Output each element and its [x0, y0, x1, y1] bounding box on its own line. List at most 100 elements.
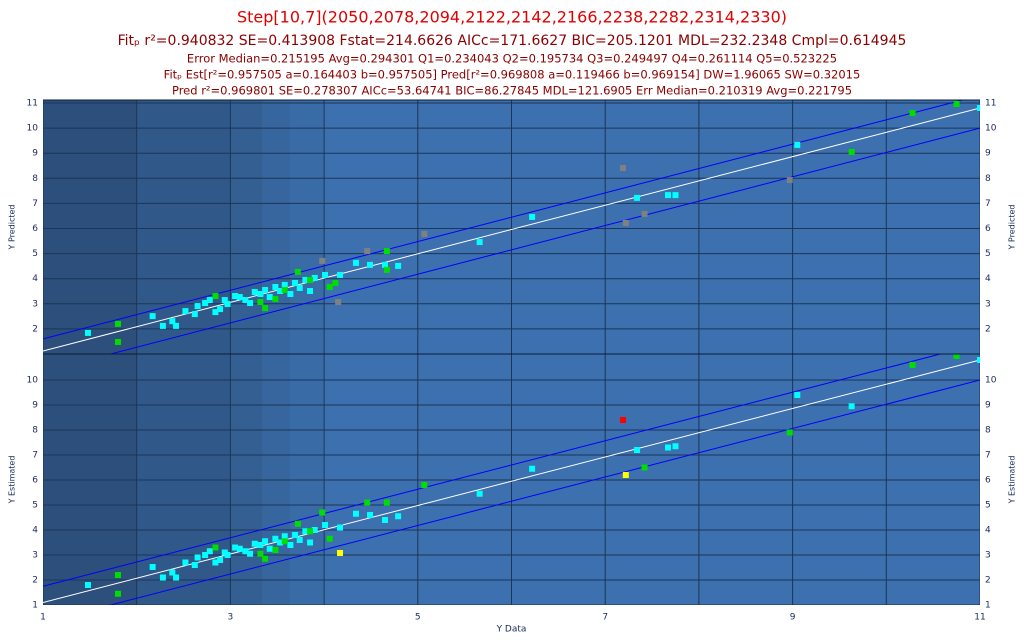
- fit-stats: Fitₚ r²=0.940832 SE=0.413908 Fstat=214.6…: [118, 33, 907, 49]
- point: [302, 528, 309, 535]
- x-tick-label: 1: [40, 613, 46, 623]
- y-tick-label-right: 11: [985, 99, 996, 109]
- point: [257, 542, 264, 548]
- y-tick-label: 5: [32, 501, 38, 511]
- point: [634, 447, 641, 453]
- y-axis-label-right: Y Estimated: [1008, 456, 1017, 505]
- point: [236, 545, 243, 552]
- point: [247, 300, 254, 307]
- point: [194, 303, 201, 310]
- point: [302, 276, 309, 283]
- point: [272, 296, 279, 303]
- y-tick-label-right: 2: [985, 576, 991, 586]
- point: [953, 101, 960, 108]
- point: [194, 554, 201, 561]
- point: [159, 322, 166, 329]
- x-tick-label: 3: [228, 613, 234, 623]
- point: [202, 552, 209, 558]
- point: [182, 559, 189, 566]
- y-tick-label: 10: [27, 124, 39, 134]
- point: [311, 527, 318, 533]
- point: [529, 213, 536, 220]
- point: [212, 544, 219, 551]
- point: [262, 538, 269, 545]
- point: [364, 499, 371, 506]
- point: [367, 512, 374, 518]
- point: [114, 590, 121, 597]
- point: [202, 300, 209, 307]
- y-tick-label-right: 3: [985, 299, 991, 309]
- upper-band-line: [43, 100, 965, 340]
- point: [272, 547, 279, 553]
- panel: [43, 354, 980, 605]
- lower-band-line: [108, 127, 980, 354]
- point: [217, 557, 224, 563]
- point: [294, 268, 301, 275]
- point: [277, 539, 284, 546]
- point: [311, 274, 318, 281]
- y-tick-label-right: 10: [985, 124, 997, 134]
- point: [149, 313, 156, 320]
- y-tick-label-right: 7: [985, 199, 991, 209]
- point: [262, 305, 269, 312]
- y-tick-label-right: 4: [985, 274, 991, 284]
- point: [242, 297, 249, 304]
- y-tick-label: 8: [32, 426, 38, 436]
- y-axis-label: Y Predicted: [8, 205, 17, 251]
- y-axis-label: Y Estimated: [8, 456, 17, 505]
- y-tick-label-right: 6: [985, 224, 991, 234]
- point: [326, 535, 333, 542]
- point: [383, 266, 390, 273]
- point: [786, 177, 793, 184]
- point: [476, 239, 483, 246]
- point: [319, 257, 326, 264]
- y-tick-label: 9: [32, 149, 38, 159]
- y-tick-label: 8: [32, 174, 38, 184]
- y-tick-label-right: 1: [985, 601, 991, 611]
- point: [319, 509, 326, 516]
- point: [281, 286, 288, 293]
- point: [247, 550, 254, 557]
- point: [173, 574, 180, 581]
- point: [287, 542, 294, 548]
- y-tick-label-right: 6: [985, 476, 991, 486]
- y-tick-label: 10: [27, 376, 39, 386]
- point: [352, 259, 359, 266]
- point: [232, 544, 239, 551]
- point: [909, 110, 916, 117]
- point: [206, 297, 213, 304]
- y-tick-label: 3: [32, 551, 38, 561]
- point: [251, 289, 258, 296]
- point: [114, 338, 121, 345]
- point: [383, 499, 390, 506]
- y-tick-label: 4: [32, 274, 38, 284]
- point: [257, 299, 264, 306]
- point: [224, 552, 231, 558]
- y-tick-label-right: 5: [985, 249, 991, 259]
- y-tick-label: 9: [32, 401, 38, 411]
- fit-line: [43, 359, 980, 603]
- point: [672, 192, 679, 199]
- y-tick-label: 1: [32, 601, 38, 611]
- error-stats: Error Median=0.215195 Avg=0.294301 Q1=0.…: [187, 52, 837, 66]
- point: [292, 532, 299, 538]
- upper-band-line: [43, 354, 943, 587]
- y-tick-label-right: 7: [985, 451, 991, 461]
- point: [296, 537, 303, 543]
- y-tick-label-right: 10: [985, 376, 997, 386]
- fit-line: [43, 107, 980, 352]
- x-axis-label: Y Data: [496, 625, 527, 635]
- point: [251, 540, 258, 547]
- y-tick-label-right: 3: [985, 551, 991, 561]
- point: [149, 564, 156, 570]
- point: [622, 219, 629, 226]
- point: [382, 517, 389, 523]
- y-tick-label: 2: [32, 324, 38, 334]
- point: [169, 569, 176, 576]
- chart-title: Step[10,7](2050,2078,2094,2122,2142,2166…: [237, 8, 787, 27]
- point: [272, 283, 279, 290]
- point: [307, 276, 314, 283]
- point: [395, 262, 402, 269]
- point: [322, 522, 329, 528]
- y-tick-label: 7: [32, 451, 38, 461]
